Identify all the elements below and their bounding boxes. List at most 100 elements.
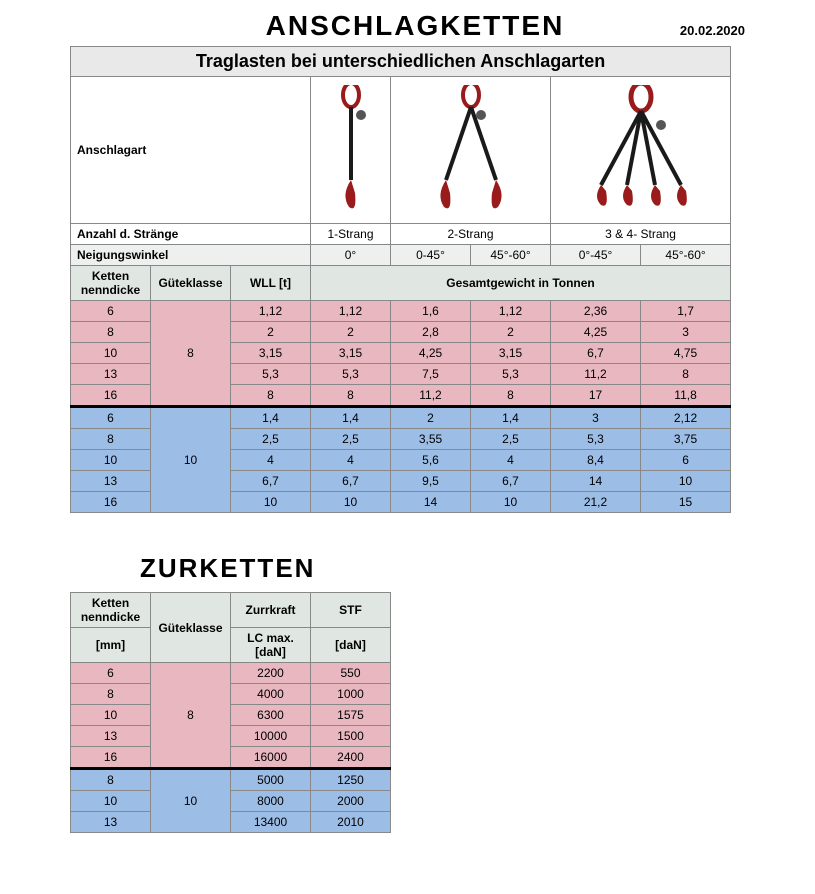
cell-guete: 10 — [151, 407, 231, 513]
cell-stf: 1250 — [311, 769, 391, 791]
cell-value: 17 — [551, 385, 641, 407]
cell-value: 10 — [641, 471, 731, 492]
hdr-ketten: Ketten nenndicke — [71, 266, 151, 301]
cell-value: 4,25 — [391, 343, 471, 364]
cell-value: 3,15 — [311, 343, 391, 364]
title-zurketten: ZURKETTEN — [140, 553, 815, 584]
cell-guete: 8 — [151, 663, 231, 769]
cell-lc: 10000 — [231, 726, 311, 747]
cell-ketten: 16 — [71, 385, 151, 407]
cell-stf: 1575 — [311, 705, 391, 726]
table-row: 681,121,121,61,122,361,7 — [71, 301, 731, 322]
table-row: 13100001500 — [71, 726, 391, 747]
angle-2: 45°-60° — [471, 245, 551, 266]
t2-hdr-ketten: Ketten nenndicke — [71, 593, 151, 628]
label-neigung: Neigungswinkel — [71, 245, 311, 266]
cell-ketten: 10 — [71, 450, 151, 471]
table-row: 1080002000 — [71, 791, 391, 812]
cell-value: 2,5 — [231, 429, 311, 450]
t2-hdr-mm: [mm] — [71, 628, 151, 663]
zurketten-table: Ketten nenndicke Güteklasse Zurrkraft ST… — [70, 592, 815, 833]
cell-ketten: 10 — [71, 343, 151, 364]
cell-value: 6,7 — [471, 471, 551, 492]
table-row: 13 134002010 — [71, 812, 391, 833]
angle-1: 0-45° — [391, 245, 471, 266]
cell-ketten: 6 — [71, 301, 151, 322]
cell-value: 14 — [551, 471, 641, 492]
table-row: 16160002400 — [71, 747, 391, 769]
strang-1: 1-Strang — [311, 224, 391, 245]
t2-hdr-dan: [daN] — [311, 628, 391, 663]
cell-value: 6,7 — [231, 471, 311, 492]
cell-stf: 2400 — [311, 747, 391, 769]
page-title: ANSCHLAGKETTEN — [150, 10, 680, 42]
cell-ketten: 8 — [71, 769, 151, 791]
cell-ketten: 13 — [71, 364, 151, 385]
cell-value: 11,8 — [641, 385, 731, 407]
cell-value: 8 — [231, 385, 311, 407]
cell-value: 8 — [311, 385, 391, 407]
cell-value: 2 — [471, 322, 551, 343]
cell-value: 14 — [391, 492, 471, 513]
cell-stf: 2010 — [311, 812, 391, 833]
cell-ketten: 13 — [71, 471, 151, 492]
cell-stf: 1000 — [311, 684, 391, 705]
banner: Traglasten bei unterschiedlichen Anschla… — [71, 47, 731, 77]
cell-stf: 550 — [311, 663, 391, 684]
cell-value: 1,7 — [641, 301, 731, 322]
cell-lc: 2200 — [231, 663, 311, 684]
cell-value: 3,15 — [231, 343, 311, 364]
cell-lc: 4000 — [231, 684, 311, 705]
cell-value: 2,5 — [311, 429, 391, 450]
cell-value: 1,12 — [231, 301, 311, 322]
cell-lc: 5000 — [231, 769, 311, 791]
cell-value: 6,7 — [311, 471, 391, 492]
cell-ketten: 8 — [71, 429, 151, 450]
cell-value: 2 — [231, 322, 311, 343]
cell-value: 15 — [641, 492, 731, 513]
cell-ketten: 13 — [71, 812, 151, 833]
cell-lc: 8000 — [231, 791, 311, 812]
cell-value: 10 — [471, 492, 551, 513]
strang-2: 2-Strang — [391, 224, 551, 245]
cell-ketten: 8 — [71, 684, 151, 705]
cell-value: 6,7 — [551, 343, 641, 364]
cell-value: 4,75 — [641, 343, 731, 364]
cell-value: 21,2 — [551, 492, 641, 513]
label-anschlagart: Anschlagart — [71, 77, 311, 224]
cell-lc: 16000 — [231, 747, 311, 769]
t2-hdr-stf: STF — [311, 593, 391, 628]
cell-ketten: 13 — [71, 726, 151, 747]
angle-0: 0° — [311, 245, 391, 266]
cell-value: 2,36 — [551, 301, 641, 322]
t2-hdr-guete: Güteklasse — [151, 593, 231, 663]
cell-value: 4 — [311, 450, 391, 471]
cell-value: 2,5 — [471, 429, 551, 450]
cell-value: 6 — [641, 450, 731, 471]
cell-ketten: 10 — [71, 705, 151, 726]
cell-lc: 13400 — [231, 812, 311, 833]
cell-guete: 8 — [151, 301, 231, 407]
hdr-wll: WLL [t] — [231, 266, 311, 301]
cell-value: 1,6 — [391, 301, 471, 322]
chain-image-3 — [551, 77, 731, 224]
cell-stf: 2000 — [311, 791, 391, 812]
cell-value: 11,2 — [551, 364, 641, 385]
cell-value: 1,4 — [231, 407, 311, 429]
cell-value: 8 — [471, 385, 551, 407]
cell-value: 1,12 — [471, 301, 551, 322]
table-row: 81050001250 — [71, 769, 391, 791]
cell-value: 4,25 — [551, 322, 641, 343]
angle-3: 0°-45° — [551, 245, 641, 266]
cell-value: 11,2 — [391, 385, 471, 407]
cell-value: 5,3 — [471, 364, 551, 385]
cell-ketten: 6 — [71, 407, 151, 429]
cell-guete: 10 — [151, 769, 231, 833]
table-row: 6101,41,421,432,12 — [71, 407, 731, 429]
cell-value: 10 — [231, 492, 311, 513]
cell-value: 3,15 — [471, 343, 551, 364]
anschlagketten-table: Traglasten bei unterschiedlichen Anschla… — [70, 46, 745, 513]
title-row: ANSCHLAGKETTEN 20.02.2020 — [0, 10, 815, 42]
cell-value: 2,8 — [391, 322, 471, 343]
cell-value: 8 — [641, 364, 731, 385]
